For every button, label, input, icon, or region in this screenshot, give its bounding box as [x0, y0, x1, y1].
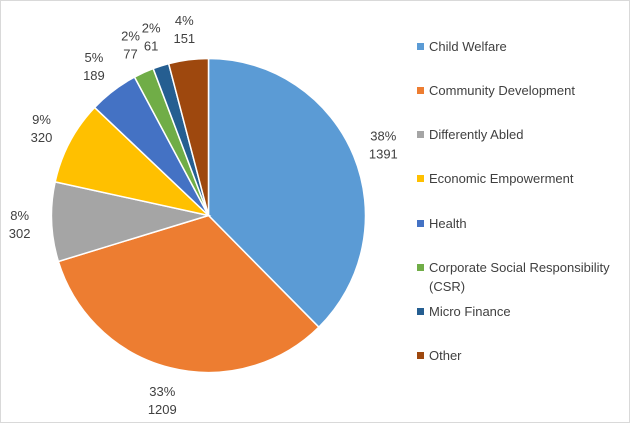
pie-slice-other — [167, 57, 210, 216]
legend-item-micro-finance: Micro Finance — [417, 302, 614, 321]
legend-swatch — [417, 220, 424, 227]
legend-label: Micro Finance — [429, 304, 511, 319]
data-label-differently-abled: 8% 302 — [9, 208, 31, 241]
data-label-value: 77 — [123, 46, 137, 61]
data-label-corporate-social-responsibility-csr: 2% 77 — [121, 28, 140, 61]
data-label-value: 1209 — [148, 402, 177, 417]
legend-label: Other — [429, 348, 462, 363]
legend-swatch — [417, 131, 424, 138]
legend-item-child-welfare: Child Welfare — [417, 37, 614, 56]
data-label-value: 61 — [144, 38, 158, 53]
data-label-percent: 5% — [85, 50, 104, 65]
data-label-micro-finance: 2% 61 — [142, 20, 161, 53]
legend-item-community-development: Community Development — [417, 81, 614, 100]
legend-swatch — [417, 264, 424, 271]
data-label-value: 1391 — [369, 147, 398, 162]
pie-slice-community-development — [57, 214, 320, 374]
data-label-percent: 9% — [32, 112, 51, 127]
data-label-percent: 2% — [121, 28, 140, 43]
data-label-percent: 33% — [149, 384, 175, 399]
data-label-percent: 38% — [370, 129, 396, 144]
data-label-other: 4% 151 — [173, 13, 195, 46]
pie-slice-economic-empowerment — [54, 106, 211, 217]
data-label-value: 320 — [31, 130, 53, 145]
legend-label: Corporate Social Responsibility (CSR) — [429, 260, 610, 294]
legend-swatch — [417, 175, 424, 182]
data-label-value: 302 — [9, 226, 31, 241]
legend-item-economic-empowerment: Economic Empowerment — [417, 169, 614, 188]
data-label-percent: 8% — [10, 208, 29, 223]
data-label-value: 151 — [173, 31, 195, 46]
legend-label: Differently Abled — [429, 127, 524, 142]
legend-label: Community Development — [429, 83, 575, 98]
data-label-community-development: 33% 1209 — [148, 384, 177, 417]
data-label-percent: 2% — [142, 20, 161, 35]
legend-swatch — [417, 43, 424, 50]
legend-swatch — [417, 308, 424, 315]
legend-swatch — [417, 87, 424, 94]
legend-item-health: Health — [417, 214, 614, 233]
legend-label: Child Welfare — [429, 39, 507, 54]
legend-item-corporate-social-responsibility-csr: Corporate Social Responsibility (CSR) — [417, 258, 614, 296]
data-label-percent: 4% — [175, 13, 194, 28]
data-label-value: 189 — [83, 68, 105, 83]
pie-slice-child-welfare — [207, 57, 367, 329]
data-label-health: 5% 189 — [83, 50, 105, 83]
data-label-child-welfare: 38% 1391 — [369, 129, 398, 162]
data-label-economic-empowerment: 9% 320 — [31, 112, 53, 145]
legend-label: Health — [429, 216, 467, 231]
legend-label: Economic Empowerment — [429, 171, 574, 186]
legend-swatch — [417, 352, 424, 359]
legend-item-differently-abled: Differently Abled — [417, 125, 614, 144]
legend-item-other: Other — [417, 346, 614, 365]
